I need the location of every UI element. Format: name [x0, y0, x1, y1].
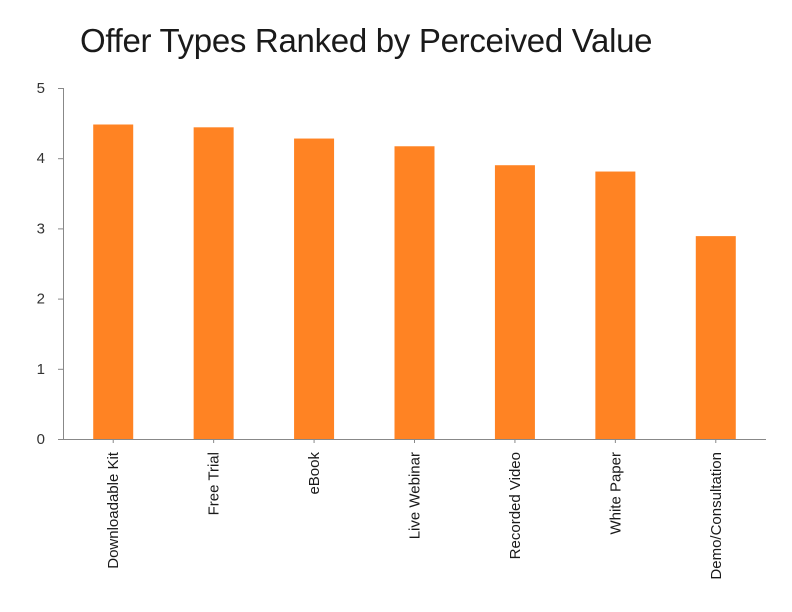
- y-tick-label: 2: [37, 291, 45, 308]
- x-category-label: Free Trial: [206, 452, 223, 515]
- bar: [193, 127, 234, 439]
- bar: [494, 165, 535, 439]
- y-tick-label: 1: [37, 361, 45, 378]
- x-category-label: Live Webinar: [407, 452, 424, 539]
- y-axis-ticks: 0 1 2 3 4 5: [37, 80, 63, 448]
- x-category-label: Downloadable Kit: [105, 451, 122, 569]
- y-tick-label: 0: [37, 431, 45, 448]
- y-tick-label: 5: [37, 80, 45, 97]
- bar: [695, 236, 736, 439]
- x-category-label: White Paper: [607, 452, 624, 535]
- bar: [595, 171, 636, 439]
- y-tick-label: 4: [37, 150, 45, 167]
- bar: [394, 146, 435, 440]
- x-axis-category-labels: Downloadable Kit Free Trial eBook Live Webi…: [105, 439, 725, 580]
- x-category-label: eBook: [306, 452, 323, 495]
- bar: [93, 124, 134, 439]
- bars: [93, 124, 736, 440]
- bar: [294, 138, 335, 439]
- chart-title: Offer Types Ranked by Perceived Value: [80, 22, 653, 59]
- x-category-label: Recorded Video: [507, 452, 524, 559]
- y-tick-label: 3: [37, 220, 45, 237]
- x-category-label: Demo/Consultation: [708, 452, 725, 580]
